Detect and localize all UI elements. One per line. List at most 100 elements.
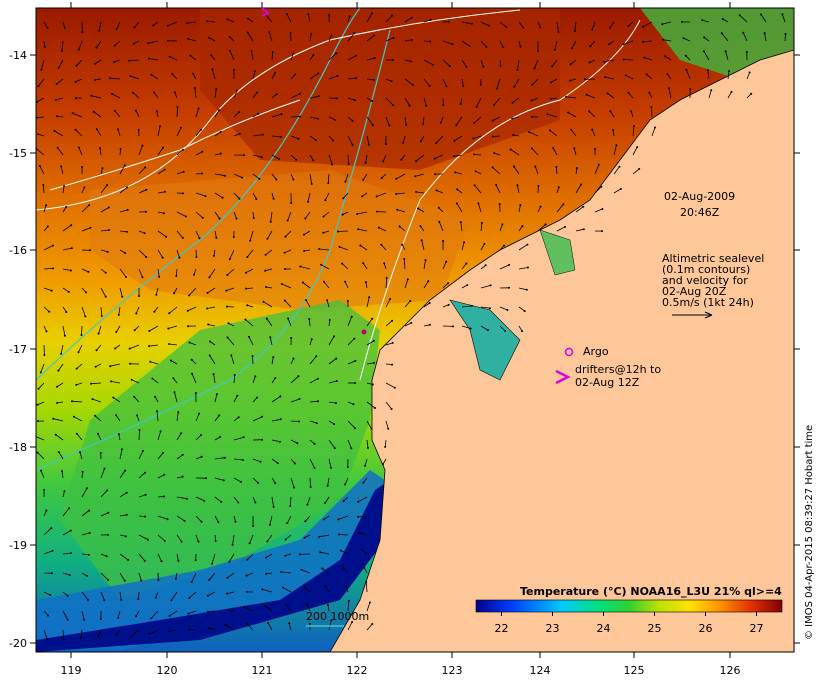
velocity-arrow: [382, 458, 387, 465]
velocity-arrow: [423, 19, 431, 23]
velocity-arrowhead: [307, 200, 309, 203]
velocity-arrow: [43, 510, 47, 517]
velocity-arrow: [288, 623, 292, 631]
velocity-arrow: [252, 113, 259, 118]
velocity-arrowhead: [377, 226, 380, 229]
velocity-arrow: [81, 204, 90, 213]
velocity-arrowhead: [351, 119, 354, 122]
velocity-arrowhead: [269, 336, 272, 339]
velocity-arrow: [138, 515, 146, 517]
velocity-arrow: [341, 263, 349, 270]
velocity-arrow: [290, 74, 296, 80]
sealevel-contour-2: [359, 19, 641, 381]
velocity-arrowhead: [56, 115, 59, 118]
velocity-arrowhead: [200, 128, 203, 131]
velocity-arrowhead: [371, 317, 374, 320]
velocity-arrowhead: [453, 139, 456, 142]
velocity-arrow: [195, 496, 205, 502]
velocity-arrow: [727, 91, 732, 99]
velocity-arrow: [383, 263, 387, 270]
velocity-arrow: [531, 97, 539, 101]
velocity-arrowhead: [117, 128, 119, 131]
velocity-arrow: [36, 116, 45, 119]
velocity-arrow: [176, 515, 185, 522]
velocity-arrow: [461, 21, 472, 25]
velocity-arrowhead: [562, 203, 565, 206]
velocity-arrow: [309, 355, 317, 365]
velocity-arrowhead: [37, 133, 40, 136]
velocity-arrow: [193, 268, 197, 275]
velocity-arrow: [366, 362, 374, 365]
sealevel-contour-3: [49, 99, 301, 191]
velocity-arrowhead: [61, 470, 63, 473]
velocity-arrow: [642, 40, 653, 43]
velocity-arrowhead: [176, 106, 179, 108]
velocity-arrowhead: [498, 203, 501, 205]
velocity-arrowhead: [356, 213, 359, 215]
velocity-arrows: [36, 12, 787, 641]
velocity-arrowhead: [179, 126, 182, 129]
velocity-arrow: [309, 378, 319, 384]
velocity-arrowhead: [143, 559, 146, 562]
velocity-arrow: [365, 154, 368, 163]
velocity-arrowhead: [238, 111, 240, 114]
velocity-arrowhead: [245, 574, 248, 577]
velocity-arrowhead: [73, 415, 75, 418]
velocity-arrowhead: [293, 486, 296, 489]
velocity-arrow: [328, 620, 332, 631]
velocity-arrowhead: [531, 115, 533, 118]
velocity-arrowhead: [322, 215, 325, 218]
velocity-arrow: [207, 306, 216, 309]
velocity-arrow: [575, 184, 582, 194]
velocity-arrowhead: [553, 48, 556, 51]
velocity-arrowhead: [526, 243, 529, 246]
velocity-arrowhead: [220, 500, 223, 503]
velocity-arrowhead: [409, 60, 412, 63]
velocity-arrowhead: [589, 45, 592, 48]
velocity-arrowhead: [66, 594, 69, 597]
velocity-arrowhead: [289, 505, 292, 507]
velocity-arrowhead: [488, 307, 491, 310]
velocity-arrowhead: [79, 636, 82, 639]
velocity-arrowhead: [627, 25, 630, 27]
velocity-arrow: [651, 127, 656, 137]
velocity-arrowhead: [294, 73, 296, 76]
velocity-arrow: [117, 610, 121, 618]
velocity-arrowhead: [132, 91, 134, 94]
velocity-arrow: [62, 629, 65, 640]
velocity-arrowhead: [367, 446, 369, 449]
velocity-arrow: [423, 260, 426, 270]
velocity-arrow: [340, 550, 349, 555]
velocity-arrow: [499, 40, 504, 48]
velocity-arrow: [72, 112, 83, 118]
velocity-arrow: [62, 186, 65, 194]
velocity-arrow: [262, 589, 273, 593]
velocity-arrowhead: [359, 244, 362, 247]
velocity-arrow: [175, 268, 178, 277]
velocity-arrowhead: [150, 73, 153, 76]
velocity-arrowhead: [330, 466, 332, 469]
velocity-arrowhead: [501, 223, 504, 226]
velocity-arrowhead: [638, 167, 641, 170]
velocity-arrow: [366, 340, 375, 346]
velocity-arrowhead: [159, 430, 162, 433]
velocity-arrow: [492, 135, 501, 137]
velocity-arrow: [347, 77, 357, 80]
velocity-arrow: [328, 75, 338, 80]
velocity-arrow: [531, 148, 539, 156]
velocity-arrow: [114, 59, 121, 63]
velocity-arrow: [138, 472, 146, 479]
velocity-arrowhead: [555, 166, 558, 168]
velocity-arrow: [570, 78, 577, 81]
velocity-arrow: [721, 32, 729, 42]
velocity-arrowhead: [188, 294, 191, 297]
velocity-arrow: [347, 621, 353, 631]
velocity-arrowhead: [94, 365, 97, 368]
velocity-arrowhead: [612, 129, 615, 132]
velocity-arrowhead: [511, 117, 514, 120]
velocity-arrow: [290, 173, 294, 180]
velocity-arrowhead: [351, 621, 354, 623]
velocity-arrowhead: [60, 352, 63, 355]
velocity-arrow: [113, 397, 121, 403]
velocity-arrowhead: [265, 556, 267, 559]
